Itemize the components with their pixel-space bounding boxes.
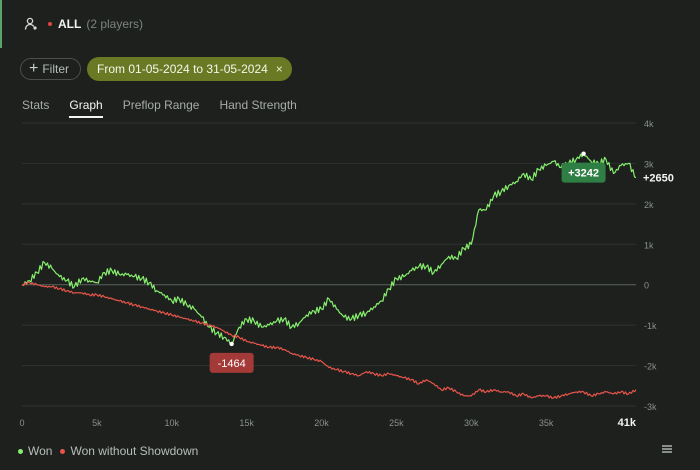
date-range-label: From 01-05-2024 to 31-05-2024 [97,62,268,76]
x-tick-label: 30k [464,418,479,428]
player-icon [24,17,37,30]
legend-label-won-without-showdown: Won without Showdown [70,444,199,458]
y-axis: 4k 3k 2k 1k 0 -1k -2k -3k [644,119,657,412]
y-tick-label: 2k [644,200,654,210]
plus-icon: + [29,60,39,77]
x-tick-label: 25k [389,418,404,428]
status-dot [48,22,52,26]
x-tick-label: 15k [239,418,254,428]
date-range-chip[interactable]: From 01-05-2024 to 31-05-2024 × [87,57,292,81]
filter-bar: + Filter From 01-05-2024 to 31-05-2024 × [20,57,292,81]
x-tick-label: 10k [164,418,179,428]
trough-marker [229,341,234,347]
trough-annotation-label: -1464 [218,358,246,370]
won-series-line [21,153,637,345]
tab-bar: Stats Graph Preflop Range Hand Strength [22,98,317,118]
player-selector[interactable]: ALL (2 players) [24,14,143,34]
y-tick-label: 4k [644,119,654,129]
y-tick-label: -2k [644,362,657,372]
tab-graph[interactable]: Graph [69,98,103,118]
legend-label-won: Won [28,444,53,458]
x-tick-label: 5k [92,418,102,428]
player-count: (2 players) [86,17,144,31]
y-tick-label: 3k [644,159,654,169]
chart-grid [22,122,636,407]
tab-stats[interactable]: Stats [22,98,50,112]
y-tick-label: 1k [644,240,654,250]
peak-marker [581,151,586,156]
legend-swatch-won [18,448,23,454]
x-axis: 0 5k 10k 15k 20k 25k 30k 35k 41k [19,417,636,429]
player-group-label: ALL [58,17,82,31]
legend-swatch-won-without-showdown [60,448,66,454]
won-end-value-label: +2650 [643,173,674,185]
tab-preflop-range[interactable]: Preflop Range [122,98,200,112]
x-tick-label: 20k [314,418,329,428]
chart-annotations: +3242 -1464 [209,151,606,373]
y-tick-label: 0 [644,281,649,291]
filter-button[interactable]: + Filter [20,58,82,80]
chart-legend: Won Won without Showdown [18,444,206,458]
x-tick-label: 0 [19,418,24,428]
y-tick-label: -1k [644,321,657,331]
x-tick-label: 41k [618,417,637,429]
filter-button-label: Filter [42,62,70,76]
y-tick-label: -3k [644,402,657,412]
trough-annotation-box [209,352,254,373]
legend-item-won-without-showdown[interactable]: Won without Showdown [60,444,198,458]
left-accent-bar [0,0,2,48]
chart-series: +2650 [21,153,674,400]
won-without-showdown-series-line [21,281,637,400]
tab-hand-strength[interactable]: Hand Strength [219,98,297,112]
legend-item-won[interactable]: Won [18,444,52,458]
peak-annotation-box [561,162,606,183]
peak-annotation-label: +3242 [568,168,599,180]
close-icon[interactable]: × [275,62,283,76]
x-tick-label: 35k [539,418,554,428]
menu-icon[interactable] [661,443,673,455]
